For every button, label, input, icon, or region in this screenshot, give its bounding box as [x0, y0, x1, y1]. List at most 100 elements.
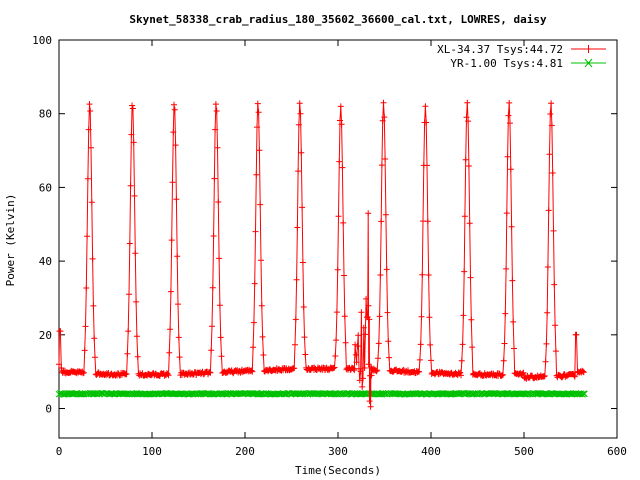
series-xl-point — [571, 372, 577, 379]
series-xl-point — [423, 119, 430, 126]
series-xl-point — [547, 111, 554, 117]
series-xl-point — [254, 100, 261, 107]
series-xl-point — [458, 372, 464, 379]
series-xl-point — [258, 302, 265, 309]
series-xl-point — [252, 228, 259, 235]
series-xl-point — [170, 129, 177, 136]
series-xl-point — [132, 250, 139, 257]
series-xl-point — [176, 354, 183, 361]
series-xl-point — [292, 316, 299, 323]
series-xl-point — [248, 367, 255, 374]
series-xl-point — [363, 295, 370, 302]
series-xl-point — [375, 340, 382, 347]
series-xl-point — [211, 175, 218, 182]
y-tick-label: 100 — [32, 34, 52, 47]
series-xl-point — [500, 357, 507, 364]
series-xl-point — [167, 288, 174, 295]
series-xl-point — [508, 223, 515, 230]
series-xl-point — [164, 371, 171, 377]
x-tick-label: 0 — [56, 445, 63, 458]
series-xl-point — [548, 100, 555, 107]
series-xl-point — [175, 334, 182, 341]
series-xl-point — [208, 347, 215, 354]
series-xl-point — [375, 355, 381, 362]
series-xl-point — [174, 253, 181, 260]
series-xl-point — [209, 323, 215, 330]
series-xl-point — [507, 120, 513, 127]
y-axis-label: Power (Kelvin) — [4, 194, 17, 287]
series-xl-point — [260, 352, 267, 358]
series-xl-point — [299, 259, 306, 266]
series-xl-point — [80, 369, 87, 376]
series-yr-point — [262, 389, 270, 397]
series-xl-point — [342, 339, 349, 346]
series-xl-point — [57, 328, 64, 335]
series-xl-point — [125, 328, 132, 335]
series-xl-point — [209, 284, 216, 291]
series-xl-point — [257, 201, 264, 208]
series-xl-point — [341, 272, 347, 279]
series-xl-point — [520, 369, 527, 376]
x-tick-label: 200 — [235, 445, 255, 458]
series-xl-point — [503, 265, 510, 272]
series-xl-point — [91, 335, 98, 342]
legend-marker-xl — [584, 45, 593, 53]
series-xl-point — [134, 353, 141, 360]
series-xl-point — [464, 99, 471, 106]
series-xl-point — [376, 313, 383, 320]
series-yr-point — [69, 390, 77, 398]
series-xl-point — [426, 314, 433, 321]
series-xl-point — [550, 227, 557, 234]
series-xl-point — [460, 312, 467, 319]
series-xl-point — [365, 302, 372, 309]
series-xl-point — [334, 266, 341, 273]
series-xl-point — [126, 291, 132, 298]
y-tick-label: 80 — [39, 108, 52, 121]
series-xl-point — [299, 204, 306, 211]
series-xl-point — [215, 199, 222, 205]
x-tick-label: 500 — [514, 445, 534, 458]
series-xl-point — [358, 309, 365, 316]
series-xl-point — [173, 196, 180, 203]
series-xl-point — [499, 371, 506, 378]
series-xl-point — [378, 218, 385, 225]
series-xl-point — [359, 383, 366, 390]
series-xl-point — [291, 365, 298, 372]
series-xl-point — [428, 357, 434, 364]
series-xl-point — [165, 372, 172, 379]
series-xl-point — [427, 341, 434, 348]
series-xl-point — [503, 210, 510, 217]
series-xl-point — [131, 192, 138, 199]
series-xl-point — [417, 341, 424, 348]
series-xl-point — [378, 162, 385, 169]
series-xl-point — [416, 356, 423, 363]
series-xl-point — [466, 220, 473, 227]
series-xl-point — [129, 105, 136, 112]
series-xl-point — [502, 310, 509, 317]
series-xl-point — [133, 333, 140, 340]
series-xl-point — [509, 277, 516, 284]
series-xl-point — [251, 280, 258, 287]
series-xl-point — [544, 309, 551, 316]
series-xl-point — [469, 344, 476, 351]
series-xl-point — [382, 211, 389, 218]
series-xl-point — [212, 126, 219, 133]
series-xl-point — [356, 377, 363, 384]
series-xl-point — [424, 218, 431, 225]
series-xl-point — [250, 319, 257, 326]
series-xl-point — [341, 313, 348, 320]
series-xl-point — [465, 163, 472, 169]
series-xl-point — [300, 304, 307, 310]
series-xl-point — [373, 368, 380, 375]
series-yr-point — [581, 390, 588, 398]
series-xl-point — [250, 344, 257, 351]
series-xl-point — [293, 276, 300, 283]
series-xl-point — [259, 333, 266, 340]
series-xl-point — [367, 403, 374, 410]
series-xl-point — [123, 371, 130, 378]
x-tick-label: 600 — [607, 445, 627, 458]
series-xl-point — [425, 272, 432, 278]
series-xl-point — [336, 158, 343, 165]
series-xl-point — [505, 112, 512, 119]
series-xl-point — [461, 213, 468, 220]
